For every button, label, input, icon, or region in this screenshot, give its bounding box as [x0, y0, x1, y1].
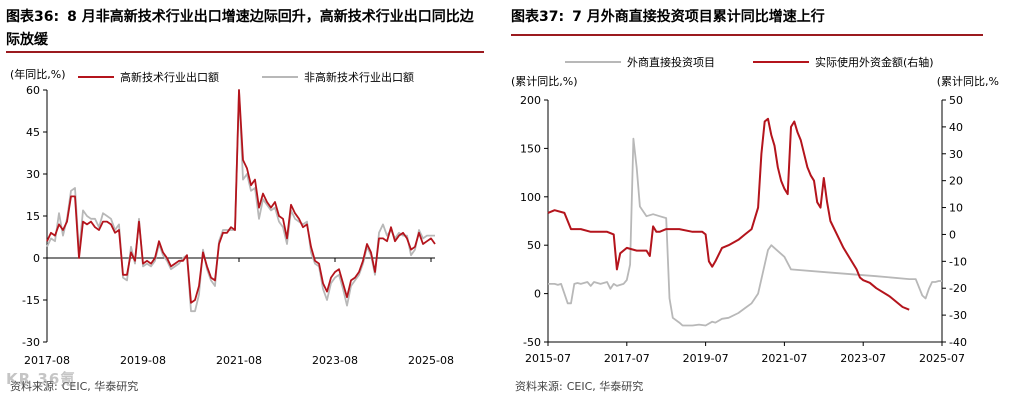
- left-x-tick-label: 2023-08: [312, 354, 358, 367]
- right-x-tick-label: 2021-07: [761, 352, 807, 365]
- left-source-label: 资料来源:: [10, 380, 58, 393]
- left-y-tick-label: -30: [22, 336, 40, 349]
- right-chart-panel: 图表37: 7 月外商直接投资项目累计同比增速上行 外商直接投资项目 实际使用外资金…: [505, 0, 1009, 400]
- right-right-unit-label: (累计同比,%: [937, 75, 999, 88]
- right-left-y-tick-label: 200: [520, 94, 541, 107]
- right-left-y-tick-label: 0: [534, 288, 541, 301]
- right-series-line-1: [548, 137, 942, 327]
- left-chart-panel: 图表36: 8 月非高新技术行业出口增速边际回升，高新技术行业出口同比边际放缓 (…: [0, 0, 500, 400]
- right-line-chart: 外商直接投资项目 实际使用外资金额(右轴)(累计同比,%) (累计同比,%20015…: [511, 55, 999, 365]
- left-y-tick-label: 30: [26, 168, 40, 181]
- left-x-tick-label: 2017-08: [24, 354, 70, 367]
- right-right-y-tick-label: 30: [949, 148, 963, 161]
- left-y-tick-label: 0: [33, 252, 40, 265]
- right-right-y-tick-label: 20: [949, 175, 963, 188]
- left-chart-title-number: 图表36:: [6, 9, 60, 25]
- right-left-y-tick-label: 50: [527, 239, 541, 252]
- right-x-tick-label: 2019-07: [683, 352, 729, 365]
- right-left-y-tick-label: -50: [523, 336, 541, 349]
- right-source-text: CEIC, 华泰研究: [566, 380, 644, 393]
- right-chart-source: 资料来源: CEIC, 华泰研究: [515, 378, 643, 394]
- right-chart-title: 图表37: 7 月外商直接投资项目累计同比增速上行: [511, 6, 991, 29]
- left-legend-label-1: 高新技术行业出口额: [120, 70, 219, 84]
- right-x-tick-label: 2017-07: [604, 352, 650, 365]
- right-source-label: 资料来源:: [515, 380, 563, 393]
- left-x-tick-label: 2025-08: [408, 354, 454, 367]
- left-source-text: CEIC, 华泰研究: [61, 380, 139, 393]
- left-line-chart: (年同比,%) 高新技术行业出口额 非高新技术行业出口额 60 45 30 15 0 -15 -3…: [10, 67, 454, 367]
- right-left-unit-label: (累计同比,%): [511, 75, 578, 88]
- left-series-line-1: [46, 89, 436, 304]
- right-title-divider: [511, 34, 983, 36]
- right-right-y-tick-label: 40: [949, 121, 963, 134]
- right-chart-title-text: 7 月外商直接投资项目累计同比增速上行: [572, 9, 825, 25]
- right-left-y-tick-label: 100: [520, 191, 541, 204]
- left-chart-title-text: 8 月非高新技术行业出口增速边际回升，高新技术行业出口同比边际放缓: [6, 9, 474, 48]
- left-chart-source: 资料来源: CEIC, 华泰研究: [10, 378, 138, 394]
- right-right-y-tick-label: 0: [949, 228, 956, 241]
- right-x-tick-label: 2023-07: [840, 352, 886, 365]
- right-legend-label-2: 实际使用外资金额(右轴): [815, 55, 934, 69]
- left-y-tick-label: 45: [26, 126, 40, 139]
- right-x-tick-label: 2025-07: [919, 352, 965, 365]
- left-y-tick-label: 60: [26, 84, 40, 97]
- right-right-y-tick-label: -10: [949, 255, 967, 268]
- left-y-tick-label: 15: [26, 210, 40, 223]
- left-y-tick-label: -15: [22, 294, 40, 307]
- watermark-logo: KR 36氪: [6, 370, 77, 388]
- left-x-tick-label: 2021-08: [216, 354, 262, 367]
- right-x-tick-label: 2015-07: [525, 352, 571, 365]
- left-x-tick-label: 2019-08: [120, 354, 166, 367]
- left-chart-title: 图表36: 8 月非高新技术行业出口增速边际回升，高新技术行业出口同比边际放缓: [6, 6, 486, 52]
- right-right-y-tick-label: 50: [949, 94, 963, 107]
- left-legend-label-2: 非高新技术行业出口额: [304, 70, 414, 84]
- right-right-y-tick-label: 10: [949, 202, 963, 215]
- right-right-y-tick-label: -20: [949, 282, 967, 295]
- left-title-divider: [6, 51, 484, 53]
- right-left-y-tick-label: 150: [520, 142, 541, 155]
- right-legend-label-1: 外商直接投资项目: [627, 55, 715, 69]
- right-right-y-tick-label: -40: [949, 336, 967, 349]
- left-y-unit-label: (年同比,%): [10, 67, 66, 81]
- right-series-line-2: [547, 117, 910, 311]
- right-right-y-tick-label: -30: [949, 309, 967, 322]
- right-chart-title-number: 图表37:: [511, 9, 565, 25]
